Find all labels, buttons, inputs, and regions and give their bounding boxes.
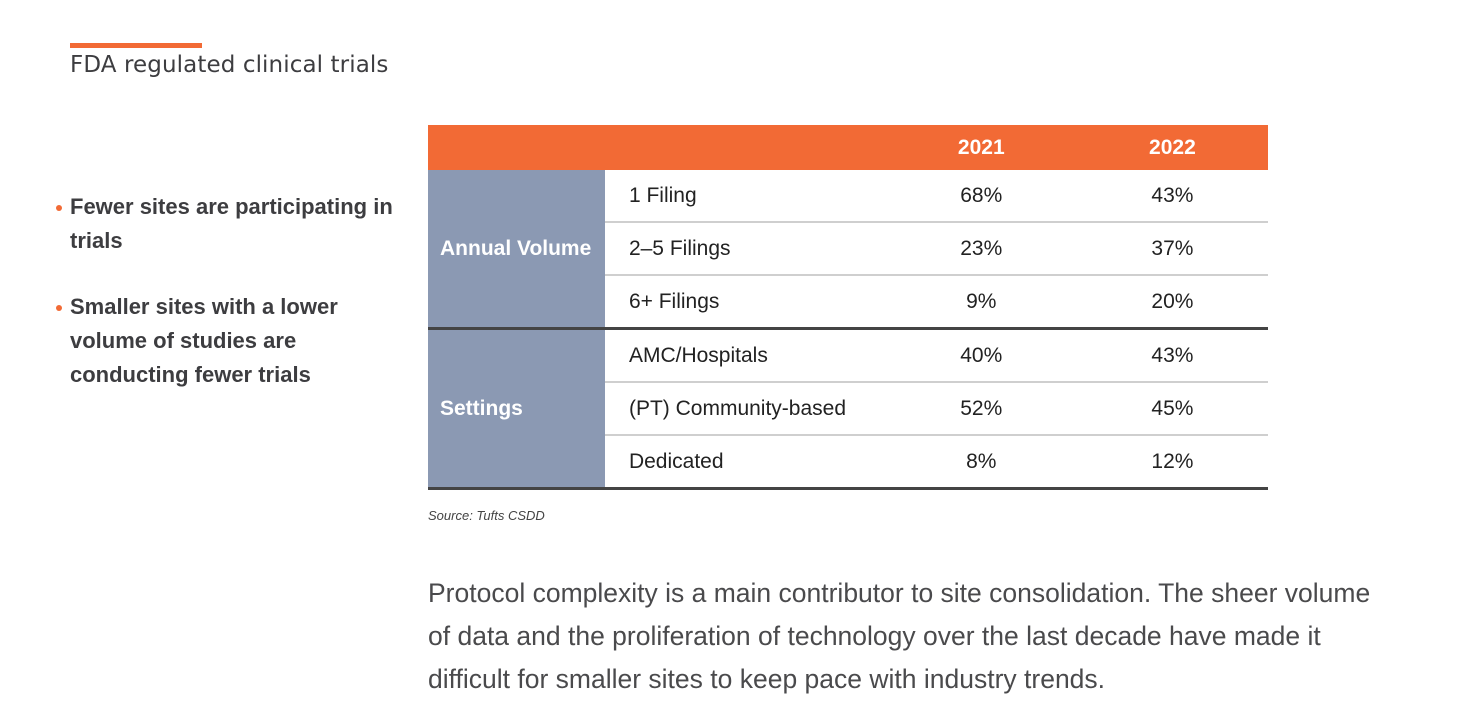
table-row: Settings AMC/Hospitals 40% 43%	[428, 328, 1268, 490]
value-2022: 20%	[1076, 275, 1268, 330]
bullet-text: Smaller sites with a lower volume of stu…	[70, 294, 338, 387]
table-row: Annual Volume 1 Filing 68% 43%	[428, 170, 1268, 330]
table-row: Dedicated 8% 12%	[428, 435, 1268, 490]
bullet-list: Fewer sites are participating in trials …	[54, 190, 394, 424]
filings-table: 2021 2022 Annual Volume 1 Filing 68% 43%…	[428, 125, 1268, 490]
value-2021: 68%	[885, 170, 1077, 223]
table-row: 6+ Filings 9% 20%	[428, 275, 1268, 330]
row-label: (PT) Community-based	[604, 382, 886, 436]
header-label-cell	[604, 125, 886, 170]
header-2021: 2021	[885, 125, 1077, 170]
row-label: Dedicated	[604, 435, 886, 490]
header-2022: 2022	[1076, 125, 1268, 170]
title-accent-bar	[70, 43, 202, 48]
bullet-text: Fewer sites are participating in trials	[70, 194, 393, 253]
row-label: AMC/Hospitals	[604, 328, 886, 383]
bullet-item: Smaller sites with a lower volume of stu…	[54, 290, 394, 392]
bullet-item: Fewer sites are participating in trials	[54, 190, 394, 258]
value-2021: 8%	[885, 435, 1077, 490]
value-2022: 43%	[1076, 170, 1268, 223]
row-label: 2–5 Filings	[604, 222, 886, 276]
table-row: (PT) Community-based 52% 45%	[428, 382, 1268, 436]
value-2021: 40%	[885, 328, 1077, 383]
value-2022: 43%	[1076, 328, 1268, 383]
table-row: 2–5 Filings 23% 37%	[428, 222, 1268, 276]
value-2021: 23%	[885, 222, 1077, 276]
source-note: Source: Tufts CSDD	[428, 508, 545, 523]
header-group-cell	[428, 125, 605, 170]
page-title: FDA regulated clinical trials	[70, 52, 389, 78]
group-annual-volume: Annual Volume	[428, 170, 605, 330]
value-2022: 45%	[1076, 382, 1268, 436]
table-header-row: 2021 2022	[428, 125, 1268, 170]
value-2022: 12%	[1076, 435, 1268, 490]
body-paragraph: Protocol complexity is a main contributo…	[428, 578, 1371, 694]
value-2021: 52%	[885, 382, 1077, 436]
row-label: 1 Filing	[604, 170, 886, 223]
row-label: 6+ Filings	[604, 275, 886, 330]
group-settings: Settings	[428, 328, 605, 490]
bullet-dot-icon	[56, 205, 62, 211]
value-2022: 37%	[1076, 222, 1268, 276]
bullet-dot-icon	[56, 305, 62, 311]
value-2021: 9%	[885, 275, 1077, 330]
